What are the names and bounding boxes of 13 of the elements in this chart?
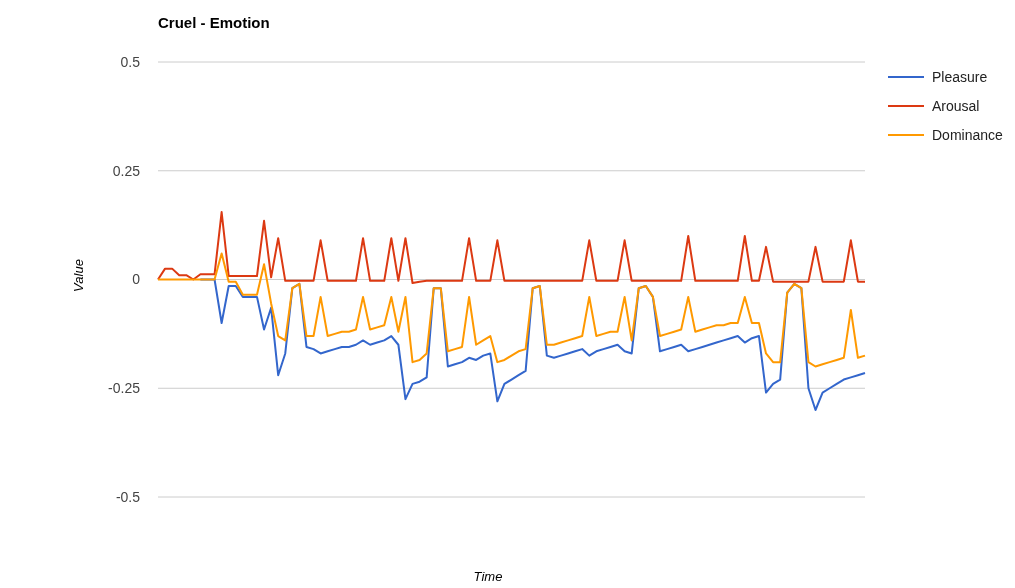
legend-label: Dominance	[932, 126, 1003, 143]
y-tick-label: -0.25	[108, 380, 141, 397]
x-axis-title: Time	[472, 569, 504, 584]
chart-title: Cruel - Emotion	[158, 14, 270, 31]
y-axis-title: Value	[70, 258, 86, 294]
legend-label: Pleasure	[932, 68, 988, 85]
y-tick-label: 0.25	[112, 162, 141, 179]
y-tick-label: 0.5	[120, 53, 141, 70]
line-series	[157, 252, 866, 368]
y-tick-label: -0.5	[115, 488, 141, 505]
y-tick-label: 0	[132, 271, 141, 288]
line-series	[157, 211, 866, 284]
legend-label: Arousal	[932, 97, 980, 114]
